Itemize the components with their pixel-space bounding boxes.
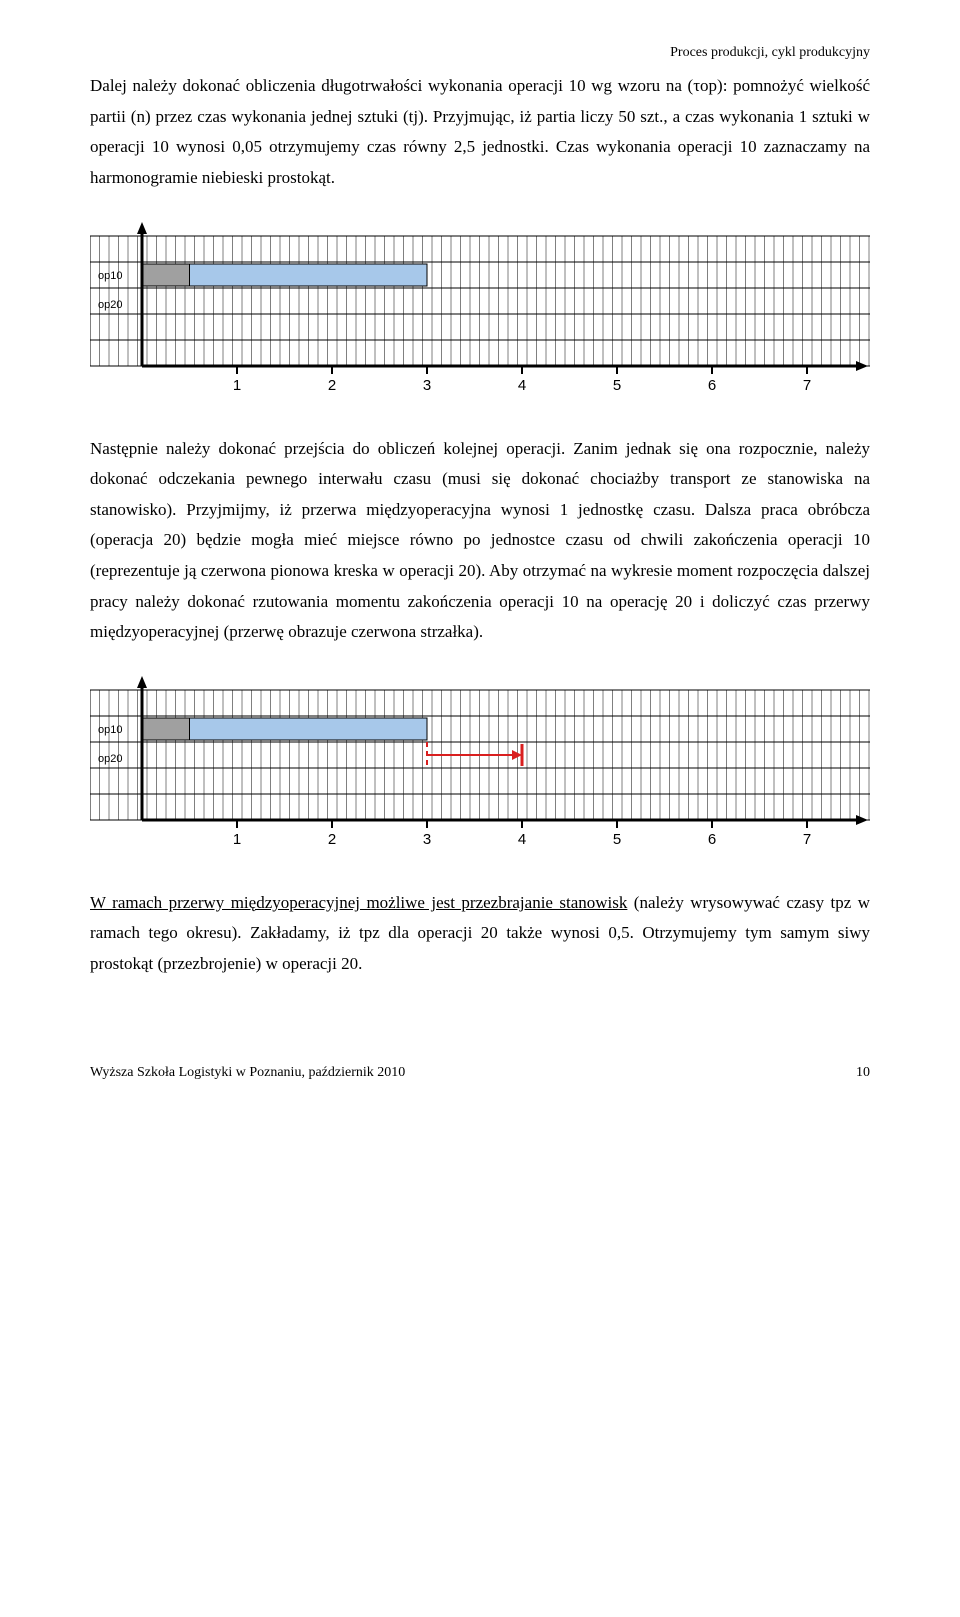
svg-text:7: 7 — [803, 831, 811, 848]
svg-text:4: 4 — [518, 377, 526, 394]
paragraph-3-underline: W ramach przerwy międzyoperacyjnej możli… — [90, 893, 627, 912]
svg-text:2: 2 — [328, 377, 336, 394]
svg-text:op20: op20 — [98, 753, 122, 765]
svg-text:6: 6 — [708, 831, 716, 848]
paragraph-2: Następnie należy dokonać przejścia do ob… — [90, 434, 870, 648]
svg-text:5: 5 — [613, 377, 621, 394]
footer-page: 10 — [856, 1060, 870, 1085]
svg-text:5: 5 — [613, 831, 621, 848]
svg-text:1: 1 — [233, 831, 241, 848]
svg-text:op10: op10 — [98, 269, 122, 281]
chart-1: op10 op20 1 2 3 4 5 6 7 — [90, 222, 870, 406]
svg-text:op20: op20 — [98, 299, 122, 311]
header-right: Proces produkcji, cykl produkcyjny — [90, 40, 870, 65]
footer-left: Wyższa Szkoła Logistyki w Poznaniu, paźd… — [90, 1060, 405, 1085]
chart-2: op10 op20 1 2 3 4 5 6 7 — [90, 676, 870, 860]
svg-text:1: 1 — [233, 377, 241, 394]
svg-text:2: 2 — [328, 831, 336, 848]
paragraph-3: W ramach przerwy międzyoperacyjnej możli… — [90, 888, 870, 980]
paragraph-1: Dalej należy dokonać obliczenia długotrw… — [90, 71, 870, 193]
footer: Wyższa Szkoła Logistyki w Poznaniu, paźd… — [90, 1060, 870, 1085]
svg-text:3: 3 — [423, 831, 431, 848]
svg-text:3: 3 — [423, 377, 431, 394]
svg-text:7: 7 — [803, 377, 811, 394]
svg-text:op10: op10 — [98, 724, 122, 736]
svg-text:4: 4 — [518, 831, 526, 848]
svg-text:6: 6 — [708, 377, 716, 394]
